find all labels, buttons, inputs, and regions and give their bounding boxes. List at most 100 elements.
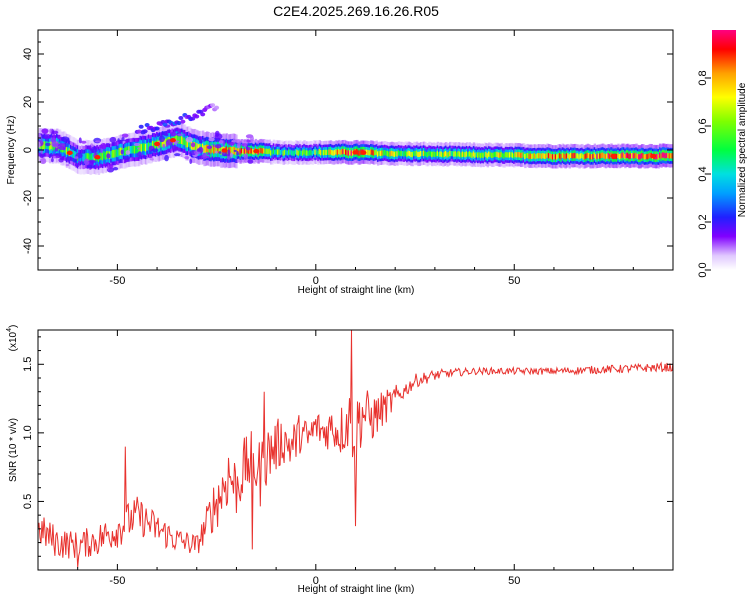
spectrogram-blob <box>40 138 43 144</box>
spectrogram-cell <box>122 147 126 156</box>
bottom-axes: -50 0 50 1.5 1.0 0.5 <box>22 330 674 587</box>
spectrogram-cell <box>279 149 283 156</box>
spectrogram-cell <box>646 154 649 160</box>
spectrogram-cell <box>350 150 353 156</box>
spectrogram-cell <box>343 148 346 155</box>
spectrogram-cell <box>90 153 94 162</box>
spectrogram-cell <box>449 150 452 157</box>
spectrogram-cell <box>317 150 320 156</box>
colorbar-tick-label: 0.8 <box>697 70 709 85</box>
spectrogram-cell <box>515 152 519 158</box>
spectrogram-cell <box>458 151 462 157</box>
spectrogram-cell <box>292 150 295 156</box>
spectrogram-blob <box>171 145 178 151</box>
spectrogram-blob <box>218 151 222 154</box>
spectrogram-cell <box>282 150 285 156</box>
spectrogram-cell <box>326 149 330 155</box>
snr-layer <box>38 330 673 568</box>
spectrogram-cell <box>375 149 378 155</box>
spectrogram-cell <box>475 151 478 157</box>
spectrogram-blob <box>190 142 196 148</box>
spectrogram-cell <box>443 151 447 157</box>
spectrogram-cell <box>508 152 512 158</box>
spectrogram-cell <box>590 153 594 160</box>
spectrogram-cell <box>624 153 627 160</box>
spectrogram-cell <box>143 143 146 152</box>
spectrogram-cell <box>497 152 501 158</box>
spectrogram-blob <box>90 146 98 153</box>
spectrogram-cell <box>453 151 456 157</box>
spectrogram-cell <box>176 135 180 143</box>
spectrogram-cell <box>625 152 628 159</box>
spectrogram-blob <box>162 143 166 148</box>
spectrogram-cell <box>406 151 409 158</box>
spectrogram-branch-cell <box>154 126 160 131</box>
spectrogram-cell <box>638 154 641 160</box>
spectrogram-cell <box>133 145 137 154</box>
spectrogram-cell <box>604 154 608 160</box>
spectrogram-cell <box>557 153 560 159</box>
spectrogram-blob <box>236 150 239 156</box>
spectrogram-cell <box>344 149 348 155</box>
spectrogram-branch-cell <box>144 123 150 128</box>
spectrogram-cell <box>139 143 142 152</box>
spectrogram-cell <box>607 153 610 159</box>
spectrogram-cell <box>269 150 273 156</box>
spectrogram-cell <box>479 153 483 159</box>
spectrogram-cell <box>511 152 515 158</box>
spectrogram-cell <box>446 152 449 158</box>
spectrogram-cell <box>664 153 667 159</box>
spectrogram-cell <box>517 152 520 158</box>
spectrogram-cell <box>642 153 645 159</box>
spectrogram-cell <box>276 149 280 155</box>
spectrogram-cell <box>386 150 390 157</box>
spectrogram-cell <box>489 151 492 158</box>
spectrogram-cell <box>378 150 381 156</box>
spectrogram-cell <box>188 139 191 147</box>
bottom-x-tick-label: -50 <box>109 575 125 587</box>
spectrogram-cell <box>414 151 417 157</box>
spectrogram-cell <box>529 153 533 159</box>
spectrogram-cell <box>394 151 398 157</box>
spectrogram-cell <box>588 153 591 159</box>
spectrogram-cell <box>620 153 623 159</box>
spectrogram-cell <box>506 152 509 158</box>
spectrogram-cell <box>303 149 306 155</box>
spectrogram-cell <box>296 149 299 156</box>
spectrogram-blob <box>219 139 224 144</box>
spectrogram-cell <box>397 150 401 156</box>
spectrogram-cell <box>471 152 474 159</box>
spectrogram-blob <box>246 139 251 143</box>
spectrogram-cell <box>369 149 373 155</box>
spectrogram-cell <box>217 145 220 154</box>
spectrogram-cell <box>289 149 292 155</box>
spectrogram-cell <box>496 151 499 158</box>
spectrogram-cell <box>589 154 592 160</box>
spectrogram-blob <box>160 132 163 138</box>
colorbar-tick-label: 0.4 <box>697 166 709 181</box>
bottom-y-tick-label: 1.5 <box>22 357 34 372</box>
spectrogram-cell <box>551 154 555 160</box>
spectrogram-cell <box>456 152 459 158</box>
spectrogram-cell <box>332 150 335 156</box>
spectrogram-cell <box>636 153 640 160</box>
spectrogram-cell <box>617 152 620 158</box>
spectrogram-cell <box>533 153 537 159</box>
spectrogram-cell <box>647 153 651 159</box>
spectrogram-cell <box>626 152 630 158</box>
spectrogram-cell <box>567 152 570 159</box>
spectrogram-blob <box>208 137 215 142</box>
chart-title: C2E4.2025.269.16.26.R05 <box>273 3 439 19</box>
bottom-x-tick-label: 50 <box>508 575 520 587</box>
spectrogram-blob <box>122 155 131 160</box>
spectrogram-cell <box>670 153 673 159</box>
spectrogram-blob <box>40 149 43 154</box>
spectrogram-cell <box>347 150 351 156</box>
colorbar-ticks: 0.0 0.2 0.4 0.6 0.8 <box>697 70 711 278</box>
spectrogram-cell <box>83 153 87 162</box>
spectrogram-branch-cell <box>136 129 142 134</box>
spectrogram-cell <box>464 152 467 158</box>
spectrogram-cell <box>415 150 419 156</box>
spectrogram-cell <box>204 145 208 153</box>
spectrogram-cell <box>435 152 438 158</box>
